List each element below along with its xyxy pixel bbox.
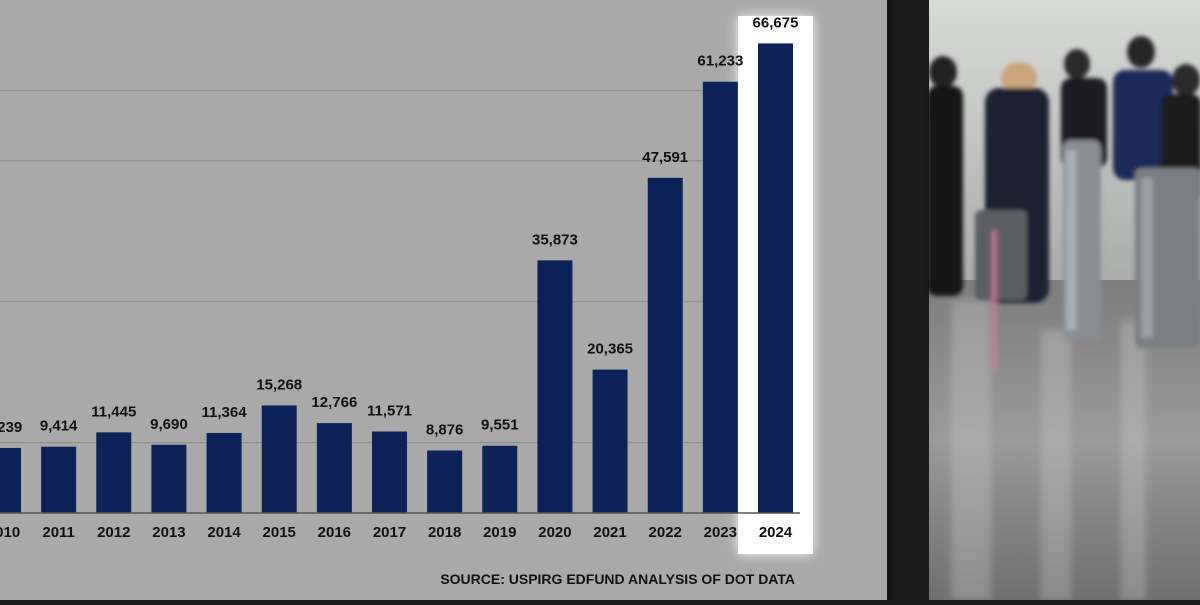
bar-2021 [592, 369, 628, 513]
value-label-2011: 9,414 [40, 418, 78, 435]
x-tick-2011: 2011 [42, 524, 75, 541]
x-tick-2023: 2023 [704, 524, 737, 541]
x-tick-2016: 2016 [318, 524, 351, 541]
bar-chart: 9,239 9,414 11,445 9,690 11,364 15,268 12,766 1… [0, 14, 814, 587]
value-label-2018: 8,876 [426, 421, 464, 438]
x-tick-2020: 2020 [538, 524, 571, 541]
bars [0, 43, 794, 514]
value-label-2022: 47,591 [642, 149, 688, 166]
bar-2010 [0, 447, 21, 513]
bar-2014 [206, 432, 242, 513]
value-label-2024: 66,675 [753, 14, 799, 31]
bar-2020 [537, 260, 573, 513]
x-tick-2022: 2022 [649, 524, 682, 541]
panel-divider [887, 0, 891, 600]
x-tick-2024: 2024 [759, 524, 793, 541]
x-tick-2018: 2018 [428, 524, 461, 541]
value-label-2017: 11,571 [367, 403, 412, 420]
value-label-2019: 9,551 [481, 417, 519, 434]
bar-2024 [758, 43, 794, 513]
x-tick-2019: 2019 [483, 524, 516, 541]
x-tick-2014: 2014 [207, 524, 241, 541]
value-label-2014: 11,364 [202, 404, 248, 421]
value-label-2015: 15,268 [256, 376, 302, 393]
bar-2022 [647, 177, 683, 514]
x-tick-2012: 2012 [97, 524, 130, 541]
source-note: SOURCE: USPIRG EDFUND ANALYSIS OF DOT DA… [440, 571, 795, 587]
value-label-2021: 20,365 [587, 341, 633, 358]
value-labels: 9,239 9,414 11,445 9,690 11,364 15,268 12,766 1… [0, 14, 798, 438]
x-tick-2013: 2013 [152, 524, 185, 541]
value-label-2016: 12,766 [311, 394, 357, 411]
x-tick-2017: 2017 [373, 524, 406, 541]
bar-2016 [316, 423, 352, 513]
bar-2019 [482, 445, 518, 513]
value-label-2012: 11,445 [91, 403, 136, 420]
value-label-2023: 61,233 [697, 53, 743, 70]
x-tick-2010: 2010 [0, 524, 20, 541]
airport-photo [891, 0, 1200, 600]
airport-scene-image [891, 0, 1200, 600]
value-label-2020: 35,873 [532, 231, 578, 248]
value-label-2013: 9,690 [150, 416, 188, 433]
chart-panel: 9,239 9,414 11,445 9,690 11,364 15,268 12,766 1… [0, 0, 887, 600]
x-tick-2015: 2015 [263, 524, 296, 541]
bar-2012 [96, 432, 132, 513]
bar-2013 [151, 444, 187, 513]
bar-2015 [261, 405, 297, 513]
bar-2023 [702, 81, 738, 514]
bar-2018 [427, 450, 463, 513]
x-tick-2021: 2021 [593, 524, 626, 541]
bar-2017 [372, 431, 408, 513]
x-tick-labels: 2010 2011 2012 2013 2014 2015 2016 2017 2018 2019… [0, 524, 793, 541]
bar-2011 [41, 446, 77, 513]
value-label-2010: 9,239 [0, 419, 22, 436]
